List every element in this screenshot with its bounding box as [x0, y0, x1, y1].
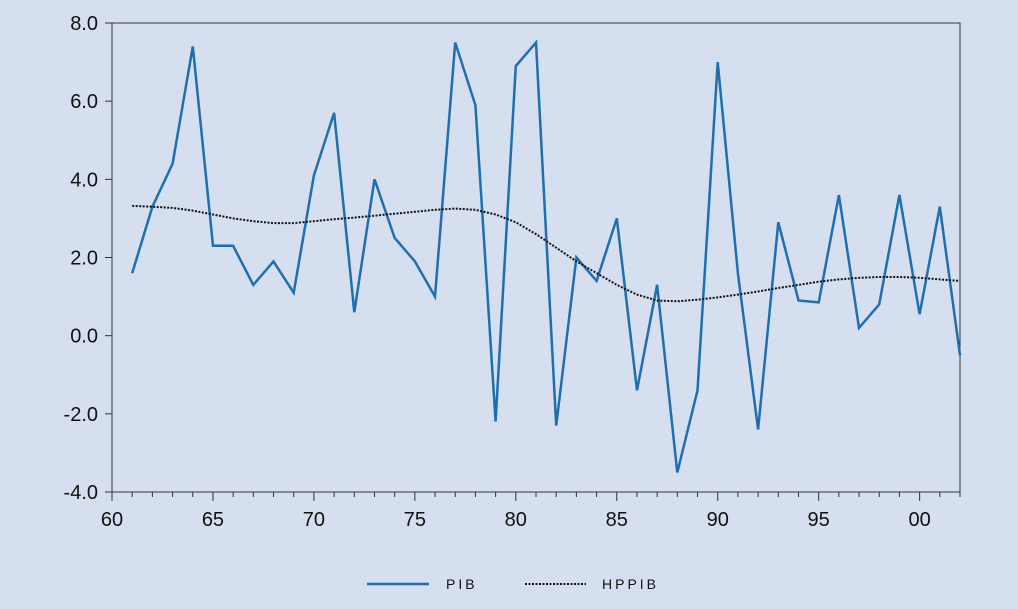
y-tick-label: 4.0 — [70, 169, 98, 191]
y-axis: 8.0 6.0 4.0 2.0 0.0 -2.0 -4.0 — [64, 13, 112, 504]
x-tick-label: 75 — [404, 509, 426, 531]
x-tick-label: 80 — [505, 509, 527, 531]
y-tick-label: 2.0 — [70, 248, 98, 270]
x-tick-label: 65 — [202, 509, 224, 531]
y-tick-label: 6.0 — [70, 91, 98, 113]
x-tick-label: 00 — [908, 509, 930, 531]
x-tick-label: 70 — [303, 509, 325, 531]
y-tick-label: -4.0 — [64, 482, 98, 504]
legend-label-hppib: HPPIB — [602, 576, 659, 592]
series-layer — [131, 39, 962, 473]
x-tick-label: 90 — [707, 509, 729, 531]
x-tick-label: 60 — [101, 509, 123, 531]
y-tick-label: 0.0 — [70, 326, 98, 348]
series-line-pib — [131, 39, 962, 473]
y-tick-label: 8.0 — [70, 13, 98, 35]
plot-area — [111, 22, 961, 493]
x-axis: 60 65 70 75 80 85 90 95 00 — [101, 492, 961, 531]
y-tick-label: -2.0 — [64, 404, 98, 426]
x-tick-label: 85 — [606, 509, 628, 531]
legend: PIB HPPIB — [367, 576, 659, 592]
x-tick-label: 95 — [808, 509, 830, 531]
legend-label-pib: PIB — [446, 576, 478, 592]
